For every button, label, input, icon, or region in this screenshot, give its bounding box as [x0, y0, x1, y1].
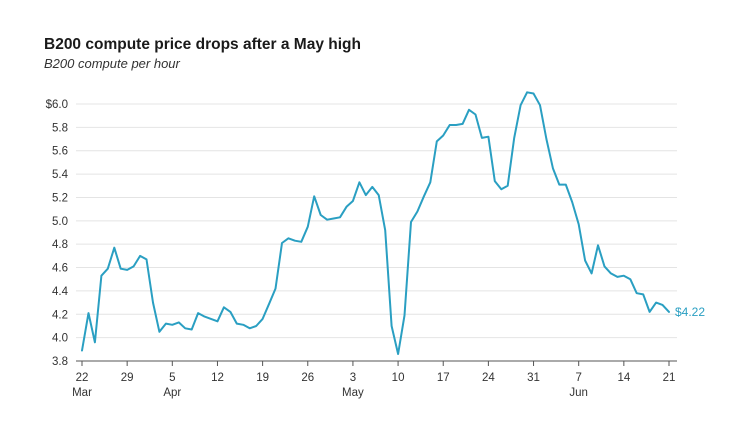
x-tick-label: 12	[211, 372, 224, 384]
series-layer	[81, 91, 670, 355]
x-tick-month-label: Mar	[72, 387, 92, 399]
x-tick-month-label: Jun	[569, 387, 588, 399]
y-tick-label: 5.4	[52, 169, 69, 181]
y-tick-label: 3.8	[52, 356, 68, 368]
x-tick-label: 14	[617, 372, 630, 384]
chart-title: B200 compute price drops after a May hig…	[44, 36, 361, 53]
end-value-label: $4.22	[675, 305, 705, 319]
x-tick-label: 21	[663, 372, 676, 384]
chart-subtitle: B200 compute per hour	[44, 56, 180, 71]
x-tick-label: 3	[350, 372, 356, 384]
y-axis-tick-labels: 3.8 4.0 4.2 4.4 4.6 4.8 5.0 5.2 5.4 5.6 5.8 $6.0	[46, 99, 69, 368]
x-tick-label: 31	[527, 372, 540, 384]
y-tick-label: 5.0	[52, 216, 68, 228]
x-tick-label: 22	[76, 372, 89, 384]
y-tick-label: 4.2	[52, 309, 68, 321]
y-tick-label: 4.0	[52, 333, 68, 345]
x-tick-label: 17	[437, 372, 450, 384]
y-tick-label: $6.0	[46, 99, 68, 111]
y-tick-label: 4.4	[52, 286, 69, 298]
y-tick-label: 4.6	[52, 263, 68, 275]
x-tick-month-label: May	[342, 387, 364, 399]
x-axis: 22 Mar 29 5 Apr 12 19 26 3 May 10 17 24 31 7 Jun 14 21	[72, 361, 675, 399]
x-tick-label: 7	[575, 372, 581, 384]
end-label-layer: $4.22	[675, 305, 705, 319]
x-tick-label: 19	[256, 372, 269, 384]
series-line	[81, 91, 670, 355]
y-tick-label: 5.6	[52, 146, 68, 158]
x-tick-label: 5	[169, 372, 175, 384]
x-tick-label: 10	[392, 372, 405, 384]
x-tick-label: 26	[301, 372, 314, 384]
x-tick-month-label: Apr	[163, 387, 181, 399]
y-tick-label: 5.8	[52, 122, 68, 134]
y-tick-label: 4.8	[52, 239, 68, 251]
y-tick-label: 5.2	[52, 192, 68, 204]
grid-lines	[76, 103, 677, 362]
x-tick-label: 24	[482, 372, 495, 384]
x-tick-label: 29	[121, 372, 134, 384]
